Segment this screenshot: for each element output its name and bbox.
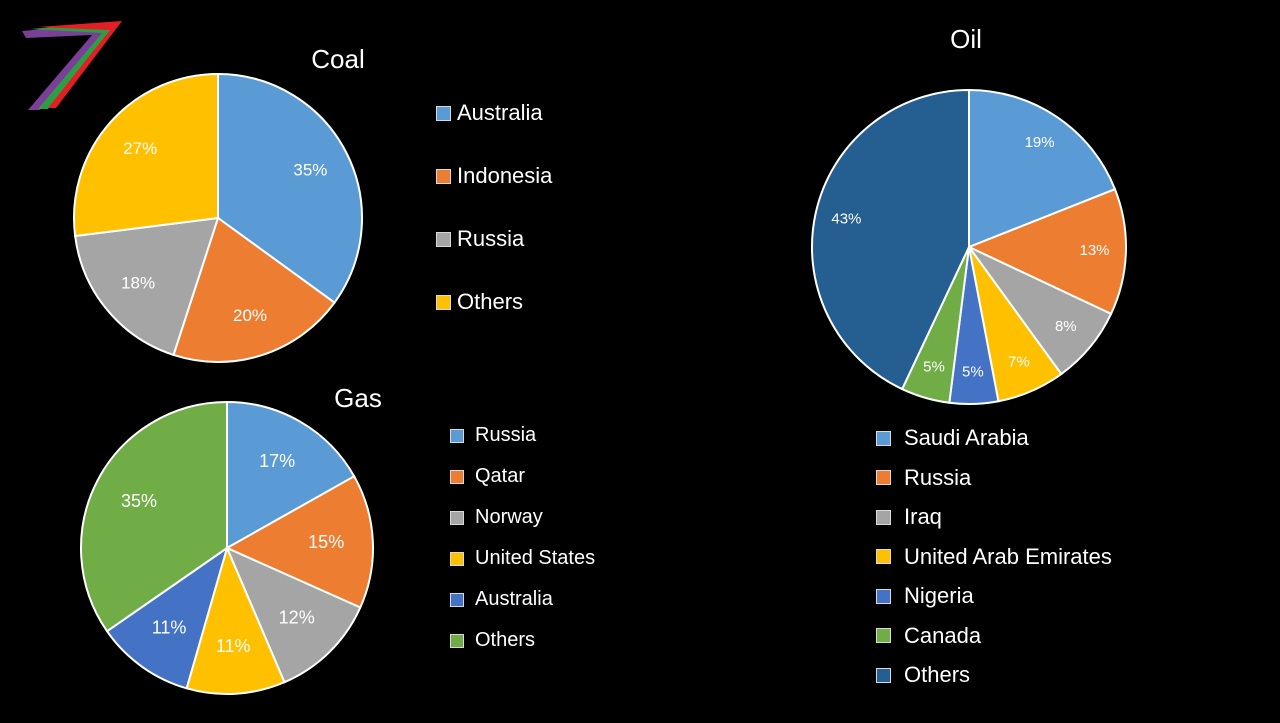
oil-legend-item-iraq: Iraq [876, 504, 942, 530]
oil-legend-swatch-united-arab-emirates [876, 549, 891, 564]
oil-legend-item-nigeria: Nigeria [876, 583, 974, 609]
oil-data-label-russia: 13% [1079, 242, 1109, 259]
stripes-7-logo-icon [22, 21, 122, 110]
gas-legend-item-australia: Australia [450, 588, 553, 611]
gas-slice-others [80, 400, 228, 633]
coal-chart-title: Coal [311, 44, 364, 74]
coal-legend-swatch-indonesia [436, 168, 451, 184]
coal-legend-swatch-others [436, 294, 451, 310]
oil-data-label-united-arab-emirates: 7% [1008, 353, 1030, 370]
gas-slice-united-states [185, 545, 286, 696]
gas-legend-swatch-others [450, 633, 464, 648]
gas-data-label-others: 35% [121, 491, 157, 511]
gas-legend-swatch-qatar [450, 469, 464, 484]
oil-legend-swatch-saudi-arabia [876, 430, 891, 446]
gas-slice-russia [226, 400, 356, 550]
gas-legend-label-australia: Australia [475, 588, 553, 610]
coal-pie-chart: 35% 20% 18% 27% Coal [73, 44, 365, 363]
gas-legend-item-norway: Norway [450, 506, 543, 529]
coal-legend-item-australia: Australia [436, 100, 543, 126]
gas-legend-swatch-united-states [450, 551, 464, 566]
gas-legend-item-qatar: Qatar [450, 465, 525, 488]
gas-legend-swatch-norway [450, 510, 464, 525]
oil-data-label-others: 43% [831, 211, 861, 228]
gas-data-label-australia: 11% [152, 617, 187, 637]
coal-legend-label-others: Others [457, 289, 524, 314]
coal-legend-swatch-russia [436, 231, 451, 247]
gas-legend-swatch-australia [450, 592, 464, 607]
coal-data-label-others: 27% [123, 139, 157, 158]
oil-slice-others [811, 88, 970, 391]
oil-legend-label-iraq: Iraq [904, 504, 942, 529]
gas-chart-title: Gas [334, 383, 382, 413]
coal-legend-item-others: Others [436, 289, 523, 315]
oil-legend-item-united-arab-emirates: United Arab Emirates [876, 544, 1112, 570]
oil-data-label-iraq: 8% [1055, 318, 1077, 335]
gas-legend-item-russia: Russia [450, 424, 536, 447]
oil-legend-label-russia: Russia [904, 464, 972, 490]
gas-data-label-norway: 12% [279, 607, 315, 627]
coal-data-label-australia: 35% [293, 160, 327, 179]
oil-chart-title: Oil [950, 24, 982, 54]
gas-legend-label-united-states: United States [475, 547, 596, 569]
oil-legend-item-canada: Canada [876, 623, 981, 649]
oil-legend-item-saudi-arabia: Saudi Arabia [876, 425, 1029, 451]
oil-legend-label-nigeria: Nigeria [904, 583, 974, 608]
oil-legend-swatch-iraq [876, 509, 891, 525]
gas-legend-item-united-states: United States [450, 547, 595, 570]
gas-slice-australia [105, 545, 229, 690]
oil-legend-label-united-arab-emirates: United Arab Emirates [904, 543, 1112, 569]
oil-legend-item-russia: Russia [876, 465, 971, 491]
oil-data-label-canada: 5% [923, 359, 945, 376]
coal-slice-others [73, 72, 219, 238]
coal-slice-australia [217, 72, 363, 305]
gas-legend-item-others: Others [450, 629, 535, 652]
coal-legend-swatch-australia [436, 105, 451, 121]
coal-legend-item-indonesia: Indonesia [436, 163, 552, 189]
gas-data-label-russia: 17% [259, 451, 295, 471]
gas-pie-chart: 17% 15% 12% 11% 11% 35% Gas [80, 383, 382, 696]
oil-legend-label-saudi-arabia: Saudi Arabia [904, 425, 1029, 450]
coal-legend-label-australia: Australia [457, 100, 543, 125]
gas-legend-label-qatar: Qatar [475, 465, 526, 487]
oil-data-label-saudi-arabia: 19% [1025, 134, 1055, 151]
oil-legend-swatch-nigeria [876, 588, 891, 604]
oil-legend-label-others: Others [904, 662, 971, 687]
oil-legend-item-others: Others [876, 662, 970, 688]
oil-slice-russia [966, 187, 1127, 316]
oil-pie-chart: 19% 13% 8% 7% 5% 5% 43% Oil [811, 24, 1127, 405]
oil-data-label-nigeria: 5% [962, 363, 984, 380]
oil-legend-label-canada: Canada [904, 622, 982, 648]
oil-slice-saudi-arabia [968, 88, 1117, 249]
coal-legend-label-russia: Russia [457, 226, 525, 251]
coal-data-label-russia: 18% [121, 274, 155, 293]
gas-data-label-qatar: 15% [308, 532, 344, 552]
gas-legend-label-norway: Norway [475, 506, 543, 528]
oil-legend-swatch-canada [876, 628, 891, 643]
oil-legend-swatch-russia [876, 470, 891, 485]
gas-legend-swatch-russia [450, 428, 464, 443]
oil-legend-swatch-others [876, 667, 891, 683]
coal-data-label-indonesia: 20% [233, 306, 267, 325]
gas-data-label-united-states: 11% [216, 636, 251, 656]
coal-slice-indonesia [172, 216, 336, 363]
gas-slice-qatar [224, 474, 374, 609]
gas-legend-label-others: Others [475, 629, 536, 651]
gas-legend-label-russia: Russia [475, 424, 537, 446]
coal-legend-item-russia: Russia [436, 226, 524, 252]
coal-slice-russia [74, 216, 220, 357]
coal-legend-label-indonesia: Indonesia [457, 163, 553, 188]
gas-slice-norway [225, 546, 362, 684]
